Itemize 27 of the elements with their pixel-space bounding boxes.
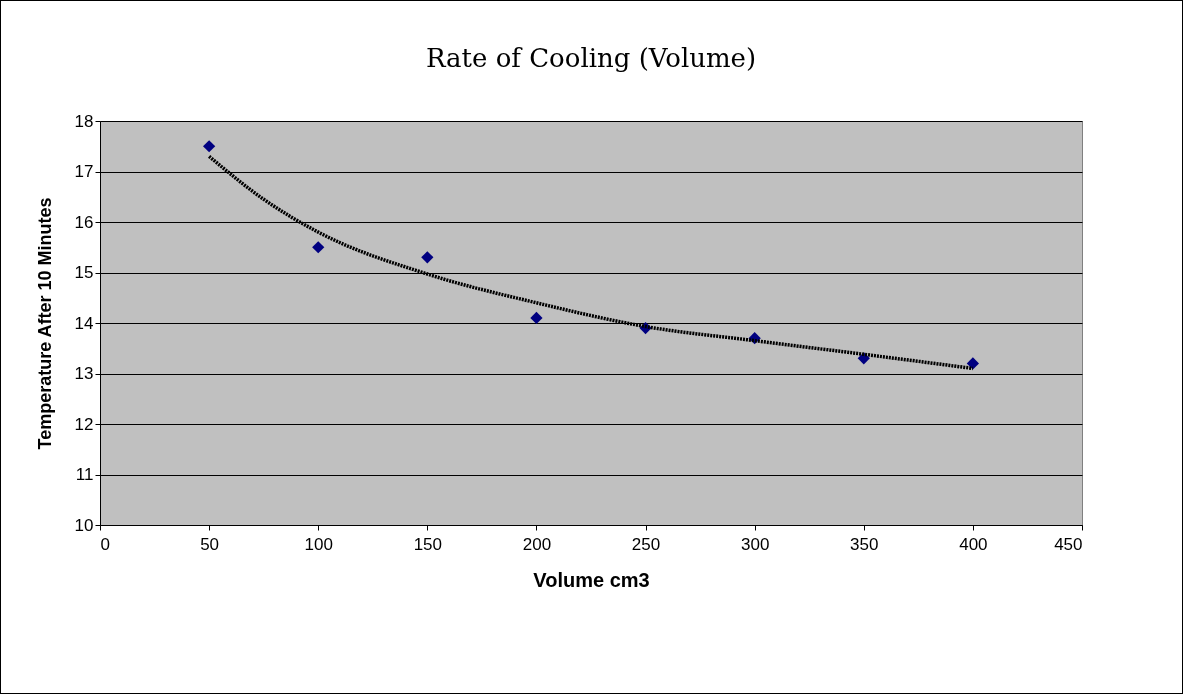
x-tick-label: 350 [850, 534, 879, 554]
y-axis-title: Temperature After 10 Minutes [34, 197, 55, 450]
x-tick-label: 50 [200, 534, 220, 554]
x-axis-title: Volume cm3 [533, 568, 650, 591]
point [312, 241, 325, 254]
x-tick-label: 400 [959, 534, 988, 554]
y-tick-label: 12 [74, 414, 94, 434]
y-tick-label: 13 [74, 364, 94, 383]
y-tick-label: 11 [75, 465, 94, 484]
y-tick-label: 15 [74, 263, 94, 282]
y-tick-label: 14 [74, 313, 94, 333]
x-tick-label: 200 [522, 534, 552, 554]
x-tick-label: 150 [413, 534, 443, 554]
point [966, 357, 980, 370]
y-tick-label: 10 [74, 515, 94, 535]
y-tick-label: 16 [74, 212, 94, 232]
x-tick-label: 100 [304, 534, 333, 554]
x-tick-label: 450 [1054, 534, 1083, 554]
point [421, 251, 434, 264]
x-tick-label: 300 [740, 534, 770, 554]
y-tick-label: 17 [74, 162, 94, 181]
y-tick-label: 18 [74, 111, 94, 131]
chart-title: Rate of Cooling (Volume) [425, 43, 757, 73]
x-tick-label: 250 [631, 534, 661, 554]
x-tick-label: 0 [100, 534, 110, 554]
point [530, 311, 543, 325]
point [202, 140, 216, 153]
